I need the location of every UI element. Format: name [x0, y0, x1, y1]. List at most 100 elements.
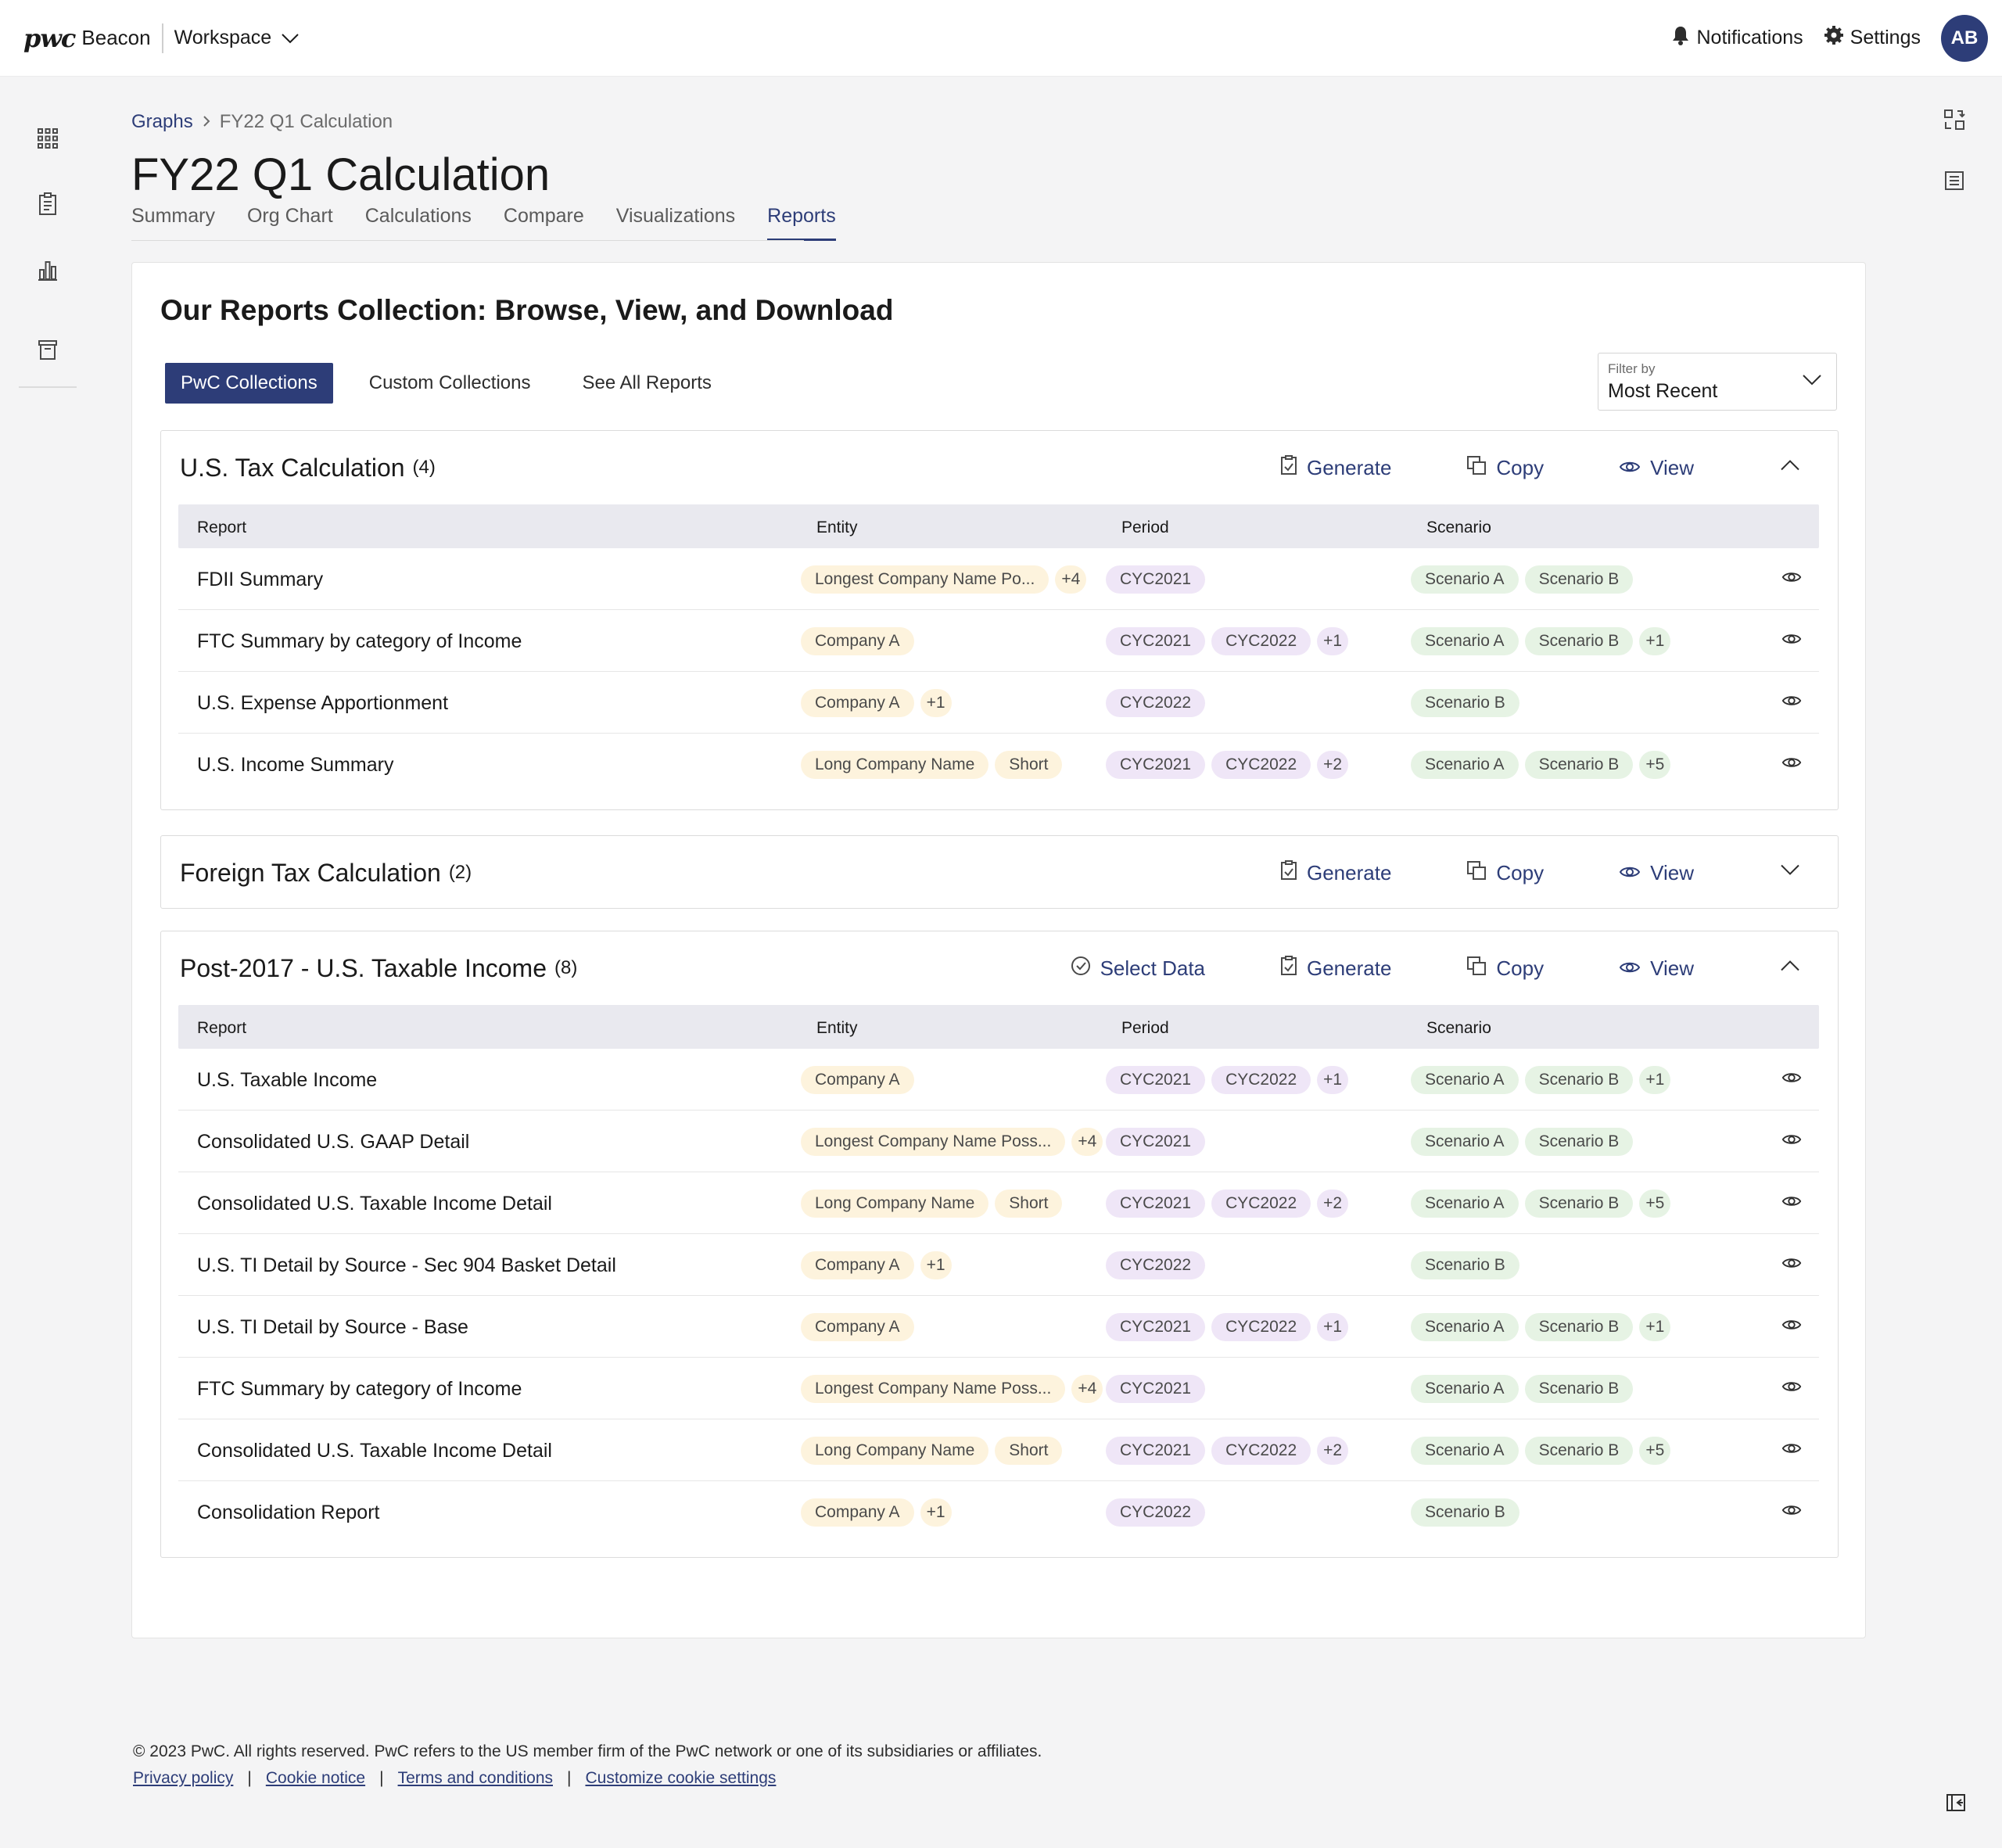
report-name[interactable]: U.S. Income Summary	[197, 754, 394, 776]
report-name[interactable]: U.S. TI Detail by Source - Base	[197, 1316, 468, 1338]
report-name[interactable]: FTC Summary by category of Income	[197, 630, 522, 652]
notifications-button[interactable]: Notifications	[1671, 25, 1803, 51]
settings-button[interactable]: Settings	[1824, 25, 1921, 51]
collapse-panel-icon[interactable]	[1943, 1789, 1969, 1816]
eye-icon[interactable]	[1781, 1317, 1802, 1337]
period-more-badge[interactable]: +1	[1317, 627, 1349, 655]
tab-org-chart[interactable]: Org Chart	[246, 205, 333, 227]
period-chip: CYC2022	[1211, 1066, 1311, 1094]
report-name[interactable]: FTC Summary by category of Income	[197, 1378, 522, 1400]
table-row[interactable]: Consolidated U.S. Taxable Income Detail L…	[178, 1419, 1819, 1481]
archive-icon[interactable]	[34, 336, 61, 363]
period-chip: CYC2022	[1211, 751, 1311, 779]
period-chip: CYC2022	[1211, 627, 1311, 655]
generate-button[interactable]: Generate	[1280, 454, 1391, 481]
report-name[interactable]: U.S. Expense Apportionment	[197, 692, 449, 714]
breadcrumb-graphs-link[interactable]: Graphs	[131, 111, 193, 132]
tab-summary[interactable]: Summary	[131, 205, 215, 227]
segment-pwc-collections[interactable]: PwC Collections	[165, 363, 333, 404]
eye-icon[interactable]	[1781, 569, 1802, 589]
report-name[interactable]: U.S. TI Detail by Source - Sec 904 Baske…	[197, 1254, 616, 1276]
table-row[interactable]: FTC Summary by category of Income Company…	[178, 610, 1819, 672]
eye-icon[interactable]	[1781, 1502, 1802, 1522]
tab-reports[interactable]: Reports	[767, 205, 836, 241]
scenario-more-badge[interactable]: +1	[1639, 1313, 1671, 1341]
footer-link-terms-and-conditions[interactable]: Terms and conditions	[397, 1769, 553, 1787]
view-label: View	[1650, 860, 1694, 885]
table-row[interactable]: U.S. TI Detail by Source - Sec 904 Baske…	[178, 1234, 1819, 1296]
period-more-badge[interactable]: +2	[1317, 751, 1349, 779]
select-data-button[interactable]: Select Data	[1071, 956, 1205, 981]
period-more-badge[interactable]: +1	[1317, 1066, 1349, 1094]
brand[interactable]: pwc Beacon	[23, 23, 151, 53]
entity-more-badge[interactable]: +4	[1071, 1128, 1103, 1156]
scenario-more-badge[interactable]: +5	[1639, 1190, 1671, 1218]
workspace-dropdown[interactable]: Workspace	[174, 27, 300, 49]
report-name[interactable]: Consolidated U.S. GAAP Detail	[197, 1131, 470, 1153]
swap-layout-icon[interactable]	[1941, 106, 1968, 133]
footer-link-privacy-policy[interactable]: Privacy policy	[133, 1769, 234, 1787]
footer-link-cookie-notice[interactable]: Cookie notice	[265, 1769, 366, 1787]
eye-icon[interactable]	[1781, 631, 1802, 651]
report-name[interactable]: Consolidated U.S. Taxable Income Detail	[197, 1193, 552, 1215]
eye-icon[interactable]	[1781, 755, 1802, 774]
entity-more-badge[interactable]: +1	[920, 1498, 952, 1527]
copy-button[interactable]: Copy	[1466, 455, 1544, 481]
report-name[interactable]: Consolidation Report	[197, 1502, 380, 1523]
tab-calculations[interactable]: Calculations	[364, 205, 472, 227]
eye-icon[interactable]	[1781, 1441, 1802, 1460]
scenario-more-badge[interactable]: +1	[1639, 627, 1671, 655]
table-row[interactable]: U.S. Expense Apportionment Company A +1 CYC…	[178, 672, 1819, 734]
copy-button[interactable]: Copy	[1466, 956, 1544, 981]
eye-icon[interactable]	[1781, 1193, 1802, 1213]
chevron-up-icon[interactable]	[1780, 960, 1800, 976]
eye-icon[interactable]	[1781, 1379, 1802, 1398]
entity-more-badge[interactable]: +1	[920, 689, 952, 717]
generate-button[interactable]: Generate	[1280, 955, 1391, 981]
report-name[interactable]: Consolidated U.S. Taxable Income Detail	[197, 1440, 552, 1462]
bar-chart-icon[interactable]	[34, 257, 61, 283]
clipboard-icon[interactable]	[34, 191, 61, 217]
table-row[interactable]: U.S. Income Summary Long Company Name Shor…	[178, 734, 1819, 795]
eye-icon[interactable]	[1781, 1255, 1802, 1275]
tab-visualizations[interactable]: Visualizations	[615, 205, 736, 227]
period-more-badge[interactable]: +2	[1317, 1190, 1349, 1218]
entity-more-badge[interactable]: +4	[1055, 565, 1087, 594]
table-row[interactable]: Consolidation Report Company A +1 CYC2022 Sc…	[178, 1481, 1819, 1543]
eye-icon[interactable]	[1781, 1132, 1802, 1151]
view-button[interactable]: View	[1619, 956, 1694, 981]
chevron-up-icon[interactable]	[1780, 459, 1800, 475]
view-button[interactable]: View	[1619, 861, 1694, 885]
avatar[interactable]: AB	[1941, 14, 1988, 62]
table-row[interactable]: Consolidated U.S. GAAP Detail Longest Com…	[178, 1111, 1819, 1172]
segment-see-all-reports[interactable]: See All Reports	[582, 372, 712, 393]
period-more-badge[interactable]: +1	[1317, 1313, 1349, 1341]
footer-link-customize-cookie-settings[interactable]: Customize cookie settings	[585, 1769, 777, 1787]
scenario-more-badge[interactable]: +5	[1639, 751, 1671, 779]
entity-more-badge[interactable]: +4	[1071, 1375, 1103, 1403]
scenario-chip: Scenario A	[1411, 1066, 1519, 1094]
table-row[interactable]: Consolidated U.S. Taxable Income Detail L…	[178, 1172, 1819, 1234]
filter-select[interactable]: Filter by Most Recent	[1598, 353, 1837, 411]
scenario-more-badge[interactable]: +5	[1639, 1437, 1671, 1465]
segment-custom-collections[interactable]: Custom Collections	[368, 372, 531, 393]
list-panel-icon[interactable]	[1941, 167, 1968, 194]
table-row[interactable]: FDII Summary Longest Company Name Po... +4…	[178, 548, 1819, 610]
period-more-badge[interactable]: +2	[1317, 1437, 1349, 1465]
tab-compare[interactable]: Compare	[503, 205, 584, 227]
eye-icon[interactable]	[1781, 693, 1802, 712]
report-name[interactable]: FDII Summary	[197, 569, 324, 590]
table-row[interactable]: U.S. TI Detail by Source - Base Company A…	[178, 1296, 1819, 1358]
scenario-more-badge[interactable]: +1	[1639, 1066, 1671, 1094]
table-row[interactable]: FTC Summary by category of Income Longest…	[178, 1358, 1819, 1419]
entity-more-badge[interactable]: +1	[920, 1251, 952, 1279]
eye-icon[interactable]	[1781, 1070, 1802, 1089]
apps-grid-icon[interactable]	[34, 125, 61, 152]
chevron-down-icon[interactable]	[1780, 864, 1800, 881]
report-name[interactable]: U.S. Taxable Income	[197, 1069, 378, 1091]
generate-button[interactable]: Generate	[1280, 859, 1391, 886]
scenario-chips: Scenario A Scenario B +1	[1411, 1066, 1671, 1094]
copy-button[interactable]: Copy	[1466, 860, 1544, 886]
view-button[interactable]: View	[1619, 456, 1694, 480]
table-row[interactable]: U.S. Taxable Income Company A CYC2021 CYC20…	[178, 1049, 1819, 1111]
